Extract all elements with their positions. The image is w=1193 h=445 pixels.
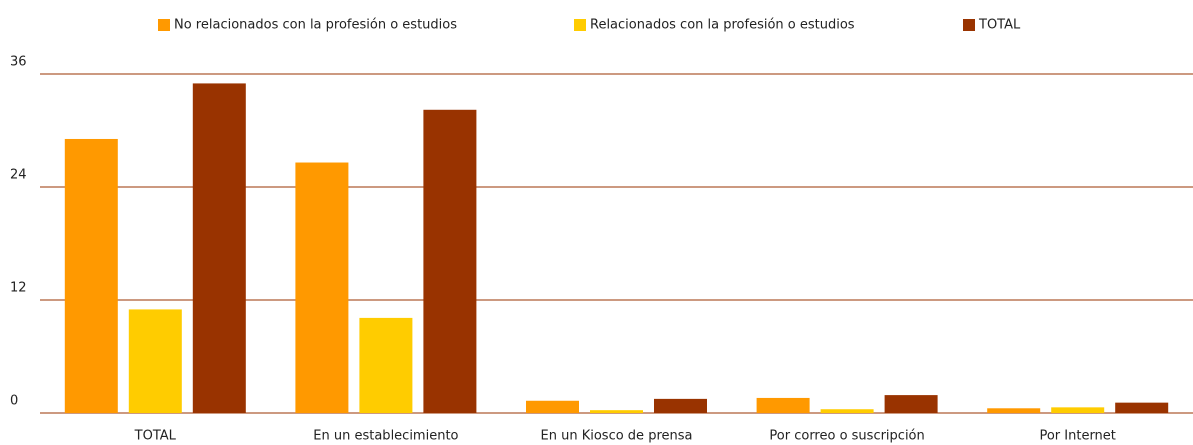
y-tick-label: 12	[10, 281, 27, 296]
bar	[1051, 407, 1105, 413]
bar	[64, 138, 118, 413]
bar	[756, 397, 810, 413]
bar	[359, 317, 413, 413]
legend-swatch	[963, 19, 975, 31]
y-tick-label: 24	[10, 168, 27, 183]
y-tick-label: 36	[10, 55, 27, 70]
bar	[590, 410, 643, 413]
bar	[654, 398, 707, 413]
bar	[192, 83, 246, 414]
legend-label: TOTAL	[978, 18, 1021, 33]
legend-label: Relacionados con la profesión o estudios	[590, 18, 855, 33]
x-tick-label: TOTAL	[134, 429, 177, 444]
y-tick-label: 0	[10, 394, 18, 409]
legend-swatch	[158, 19, 170, 31]
x-tick-label: En un establecimiento	[313, 429, 458, 444]
x-tick-label: Por correo o suscripción	[769, 429, 924, 444]
bar	[128, 309, 182, 413]
x-tick-label: En un Kiosco de prensa	[541, 429, 693, 444]
bar	[423, 109, 477, 414]
legend-swatch	[574, 19, 586, 31]
bar	[884, 395, 938, 413]
bar	[987, 408, 1041, 413]
legend-label: No relacionados con la profesión o estud…	[174, 18, 457, 33]
bar	[295, 162, 349, 413]
bar	[1115, 402, 1169, 413]
bar	[820, 409, 874, 413]
bar	[526, 400, 579, 413]
x-tick-label: Por Internet	[1039, 429, 1115, 444]
